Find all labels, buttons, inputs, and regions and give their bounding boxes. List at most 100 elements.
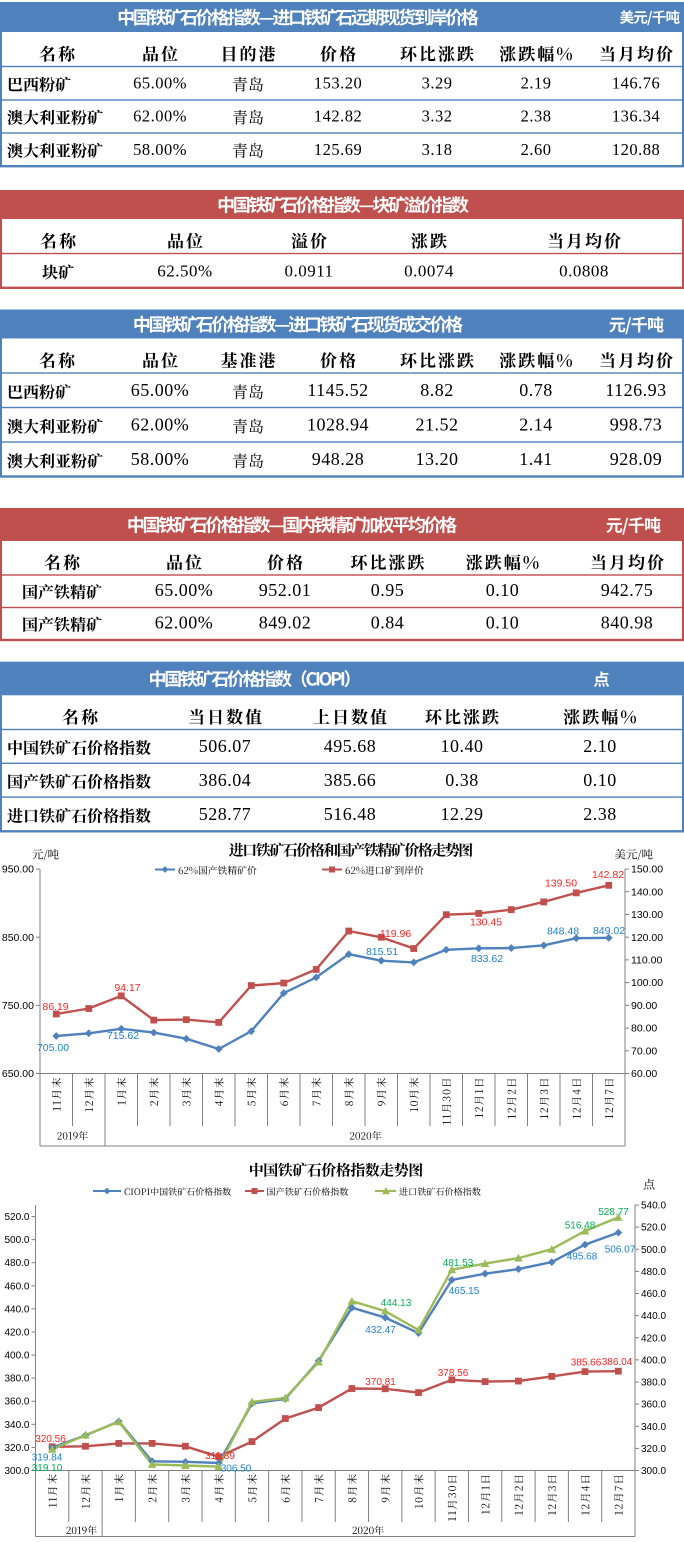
svg-text:420.0: 420.0 [641,1333,666,1344]
svg-text:480.0: 480.0 [641,1267,666,1278]
svg-text:58.00%: 58.00% [131,449,190,469]
svg-text:465.15: 465.15 [449,1286,480,1297]
svg-text:540.0: 540.0 [641,1201,666,1212]
svg-text:440.0: 440.0 [4,1304,29,1315]
svg-text:21.52: 21.52 [416,415,459,435]
svg-text:386.04: 386.04 [602,1357,633,1368]
svg-text:942.75: 942.75 [601,580,654,600]
svg-text:140.00: 140.00 [631,886,663,898]
svg-text:444.13: 444.13 [381,1298,412,1309]
svg-text:520.0: 520.0 [641,1223,666,1234]
svg-text:300.0: 300.0 [641,1466,666,1477]
svg-text:833.62: 833.62 [471,953,503,965]
svg-text:306.50: 306.50 [221,1463,252,1474]
svg-text:130.45: 130.45 [470,917,502,929]
svg-text:319.84: 319.84 [32,1453,63,1464]
svg-text:705.00: 705.00 [37,1042,69,1054]
svg-text:125.69: 125.69 [314,140,362,159]
svg-text:100.00: 100.00 [631,977,663,989]
svg-text:380.0: 380.0 [4,1374,29,1385]
svg-text:80.00: 80.00 [631,1023,657,1035]
svg-text:1145.52: 1145.52 [307,380,368,400]
svg-text:153.20: 153.20 [314,74,362,93]
svg-text:146.76: 146.76 [612,74,660,93]
svg-text:849.02: 849.02 [259,613,312,633]
svg-text:840.98: 840.98 [601,613,654,633]
svg-text:528.77: 528.77 [199,804,252,824]
svg-text:320.0: 320.0 [641,1444,666,1455]
svg-text:2.19: 2.19 [521,74,552,93]
svg-text:0.78: 0.78 [519,380,553,400]
svg-text:848.48: 848.48 [547,926,579,938]
svg-text:142.82: 142.82 [592,869,624,881]
svg-text:948.28: 948.28 [312,449,365,469]
svg-text:110.00: 110.00 [631,954,662,966]
svg-text:1.41: 1.41 [519,449,553,469]
svg-text:2.60: 2.60 [521,140,552,159]
svg-text:10.40: 10.40 [441,736,484,756]
svg-text:3.18: 3.18 [422,140,453,159]
svg-text:120.00: 120.00 [631,932,663,944]
svg-text:378.56: 378.56 [438,1368,469,1379]
svg-text:850.00: 850.00 [2,932,34,944]
svg-text:0.10: 0.10 [583,770,617,790]
svg-text:506.07: 506.07 [605,1245,636,1256]
svg-text:60.00: 60.00 [631,1068,657,1080]
svg-text:385.66: 385.66 [324,770,377,790]
svg-text:2.14: 2.14 [519,415,553,435]
svg-text:0.10: 0.10 [486,613,520,633]
svg-text:506.07: 506.07 [199,736,252,756]
svg-text:12.29: 12.29 [441,804,484,824]
svg-text:0.38: 0.38 [445,770,479,790]
svg-text:495.68: 495.68 [324,736,377,756]
svg-text:136.34: 136.34 [612,107,660,126]
svg-text:0.0911: 0.0911 [284,262,333,281]
svg-text:2.38: 2.38 [583,804,617,824]
svg-text:520.0: 520.0 [4,1212,29,1223]
svg-text:360.0: 360.0 [4,1397,29,1408]
svg-text:360.0: 360.0 [641,1400,666,1411]
svg-text:86.19: 86.19 [42,1001,68,1013]
svg-text:65.00%: 65.00% [133,74,187,93]
svg-text:385.66: 385.66 [571,1358,602,1369]
svg-text:62.00%: 62.00% [133,107,187,126]
svg-text:120.88: 120.88 [612,140,660,159]
svg-text:480.0: 480.0 [4,1258,29,1269]
svg-text:400.0: 400.0 [4,1351,29,1362]
svg-text:3.32: 3.32 [422,107,453,126]
svg-text:460.0: 460.0 [641,1289,666,1300]
svg-text:62.00%: 62.00% [131,415,190,435]
svg-text:320.56: 320.56 [35,1434,66,1445]
svg-text:516.48: 516.48 [324,804,377,824]
svg-text:500.0: 500.0 [4,1235,29,1246]
svg-text:1126.93: 1126.93 [605,380,666,400]
svg-text:62.00%: 62.00% [155,613,214,633]
svg-text:952.01: 952.01 [259,580,312,600]
svg-text:319.10: 319.10 [32,1463,63,1474]
svg-text:400.0: 400.0 [641,1355,666,1366]
svg-text:516.48: 516.48 [565,1221,596,1232]
svg-text:0.95: 0.95 [371,580,405,600]
svg-text:340.0: 340.0 [641,1422,666,1433]
svg-text:90.00: 90.00 [631,1000,657,1012]
svg-text:440.0: 440.0 [641,1311,666,1322]
svg-text:1028.94: 1028.94 [307,415,369,435]
svg-text:2.10: 2.10 [583,736,617,756]
svg-text:998.73: 998.73 [610,415,663,435]
svg-text:750.00: 750.00 [2,1000,34,1012]
svg-text:460.0: 460.0 [4,1281,29,1292]
svg-text:849.02: 849.02 [593,925,625,937]
svg-text:432.47: 432.47 [365,1325,396,1336]
svg-text:0.10: 0.10 [486,580,520,600]
svg-text:2.38: 2.38 [521,107,552,126]
svg-text:70.00: 70.00 [631,1045,657,1057]
svg-text:119.96: 119.96 [380,928,411,940]
svg-text:130.00: 130.00 [631,909,663,921]
svg-text:320.0: 320.0 [4,1443,29,1454]
svg-text:65.00%: 65.00% [155,580,214,600]
svg-text:380.0: 380.0 [641,1378,666,1389]
svg-text:650.00: 650.00 [2,1068,34,1080]
svg-text:370.81: 370.81 [365,1377,396,1388]
svg-text:3.29: 3.29 [422,74,453,93]
svg-text:62.50%: 62.50% [157,262,212,281]
